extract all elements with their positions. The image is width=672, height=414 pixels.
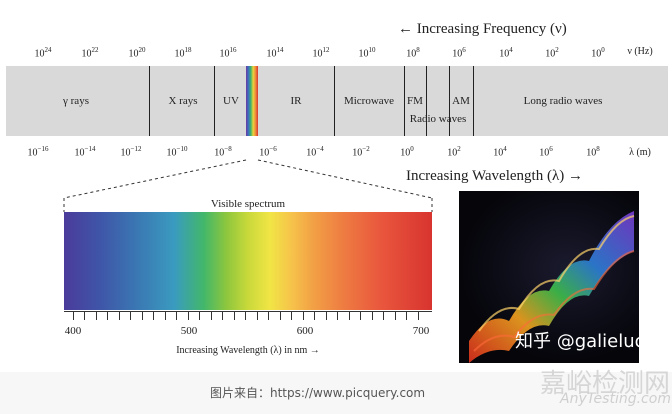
visible-tick-label: 500 [180, 325, 198, 337]
visible-title-wrap: Visible spectrum [64, 198, 432, 212]
band-divider [334, 66, 335, 136]
freq-tick-label: 104 [499, 46, 513, 60]
freq-tick-label: 102 [545, 46, 559, 60]
wave-tick-label: 10−12 [120, 145, 142, 159]
freq-tick-label: 108 [406, 46, 420, 60]
photo-watermark: 知乎 @galieluo [515, 331, 646, 352]
band-radio-label: Radio waves [409, 113, 467, 125]
wave-tick-label: 10−6 [259, 145, 277, 159]
wave-tick-label: 10−10 [166, 145, 188, 159]
band-microwave-label: Microwave [343, 95, 395, 107]
wave-tick-label: 104 [493, 145, 507, 159]
band-divider [473, 66, 474, 136]
freq-tick-label: 1016 [219, 46, 237, 60]
band-divider [404, 66, 405, 136]
wave-photo [459, 191, 639, 363]
visible-spectrum-bar [64, 212, 432, 310]
footer-bar [0, 372, 672, 414]
freq-tick-label: 100 [591, 46, 605, 60]
freq-tick-label: 1014 [266, 46, 284, 60]
site-brand-sub: AnyTesting.com [560, 391, 671, 407]
band-fm-label: FM [407, 95, 423, 107]
frequency-title: ← Increasing Frequency (ν) [398, 21, 567, 37]
freq-tick-label: 1022 [81, 46, 99, 60]
freq-tick-label: 1012 [312, 46, 330, 60]
wave-tick-label: 10−16 [27, 145, 49, 159]
band-xray-label: X rays [168, 95, 198, 107]
wave-tick-label: 108 [586, 145, 600, 159]
wave-tick-label: 10−4 [306, 145, 324, 159]
band-gamma-label: γ rays [63, 95, 89, 107]
wave-tick-label: 10−2 [352, 145, 370, 159]
freq-tick-label: 1010 [358, 46, 376, 60]
band-divider [214, 66, 215, 136]
freq-tick-label: 1024 [34, 46, 52, 60]
band-long-radio-label: Long radio waves [523, 95, 603, 107]
visible-band [246, 66, 258, 136]
freq-unit-label: ν (Hz) [627, 46, 653, 57]
freq-tick-label: 1020 [128, 46, 146, 60]
wave-unit-label: λ (m) [629, 147, 651, 158]
wave-tick-label: 102 [447, 145, 461, 159]
band-uv-label: UV [223, 95, 239, 107]
wave-tick-label: 100 [400, 145, 414, 159]
band-divider [449, 66, 450, 136]
wave-tick-label: 10−14 [74, 145, 96, 159]
wave-tick-label: 10−8 [214, 145, 232, 159]
visible-tick-label: 700 [412, 325, 430, 337]
image-source-caption: 图片来自：https://www.picquery.com [210, 386, 426, 400]
visible-spectrum-title: Visible spectrum [210, 198, 286, 210]
wave-illustration [469, 211, 635, 363]
wave-tick-label: 106 [539, 145, 553, 159]
visible-tick-label: 600 [296, 325, 314, 337]
band-ir-label: IR [290, 95, 302, 107]
wavelength-title: Increasing Wavelength (λ) → [406, 168, 583, 184]
band-am-label: AM [452, 95, 470, 107]
site-brand-watermark: 嘉峪检测网 [540, 369, 671, 399]
visible-axis-label: Increasing Wavelength (λ) in nm → [176, 345, 320, 356]
visible-tick-label: 400 [64, 325, 82, 337]
visible-ruler [64, 311, 432, 320]
band-divider [426, 66, 427, 136]
spectrum-band [6, 66, 668, 136]
freq-tick-label: 1018 [174, 46, 192, 60]
band-divider [149, 66, 150, 136]
freq-tick-label: 106 [452, 46, 466, 60]
